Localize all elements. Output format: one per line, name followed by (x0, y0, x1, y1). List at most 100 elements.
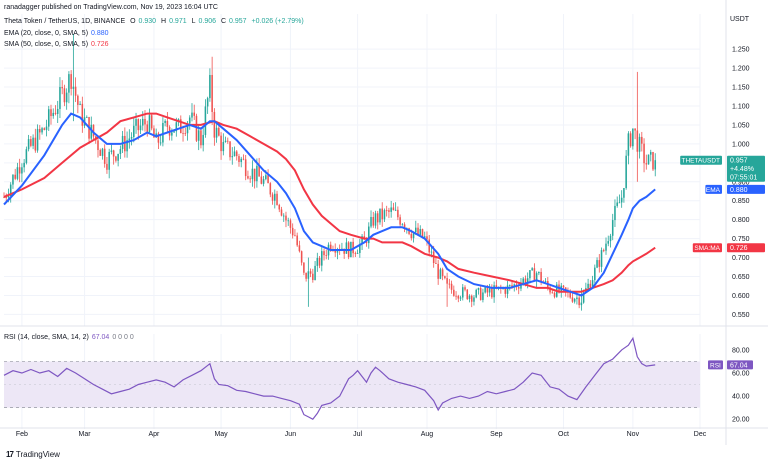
candle-body (582, 292, 585, 303)
candle-body (448, 283, 451, 285)
candle-body (141, 118, 144, 126)
candle-body (602, 250, 605, 251)
candle-body (484, 287, 486, 293)
candle-body (441, 269, 444, 277)
candle-body (262, 179, 265, 184)
candle-body (616, 202, 618, 206)
ema-tag-value-bg (727, 184, 765, 194)
candle-body (86, 117, 88, 118)
candle-body (253, 168, 256, 182)
candle-body (267, 175, 269, 184)
candle-body (551, 292, 554, 294)
candle-body (513, 284, 516, 287)
ema-tag-value: 0.880 (730, 187, 748, 194)
candle-body (202, 134, 204, 146)
candle-body (578, 297, 580, 306)
candle-body (211, 74, 213, 112)
candle-body (533, 268, 536, 282)
candle-body (137, 119, 140, 131)
candle-body (410, 233, 413, 239)
candle-body (464, 287, 466, 290)
candle-body (5, 197, 8, 198)
candle-body (430, 251, 433, 253)
candle-body (175, 122, 178, 132)
rsi-tag-value-bg (727, 360, 753, 370)
time-tick-label: May (214, 431, 228, 438)
candle-body (280, 209, 283, 216)
price-tick-label: 1.250 (732, 47, 750, 54)
candle-body (571, 297, 574, 302)
candle-body (437, 263, 439, 279)
candle-body (428, 239, 430, 253)
candle-body (636, 130, 639, 152)
last-price-tag-value: 07:55:01 (730, 175, 757, 182)
last-price-tag-value: 0.957 (730, 158, 748, 165)
candle-body (403, 224, 406, 229)
moving-averages-layer (3, 112, 656, 297)
candle-body (562, 285, 565, 288)
sma-legend[interactable]: SMA (50, close, 0, SMA, 5) 0.726 (4, 40, 112, 49)
candle-body (144, 118, 146, 125)
time-axis[interactable]: Feb Mar Apr May Jun Jul Aug Sep Oct Nov Dec (16, 431, 707, 438)
candle-body (620, 197, 623, 203)
time-tick-label: Jun (285, 431, 296, 438)
candle-body (596, 260, 598, 268)
candle-body (383, 210, 386, 220)
candle-body (368, 226, 370, 244)
candle-body (482, 292, 484, 300)
candle-body (289, 220, 292, 228)
candle-body (522, 278, 524, 283)
sma-tag-value-bg (727, 243, 765, 253)
price-tick-label: 0.550 (732, 312, 750, 319)
candle-body (130, 137, 133, 139)
candle-body (605, 243, 607, 251)
candle-body (479, 288, 482, 300)
time-tick-label: Sep (490, 431, 503, 438)
candle-body (3, 196, 5, 198)
candle-body (394, 209, 397, 211)
price-tags: SMA:MA 0.726 EMA 0.880 THETAUSDT 0.957+4.48% 0… (680, 155, 765, 370)
candles-layer (3, 34, 657, 311)
candle-body (374, 213, 377, 226)
candle-body (162, 122, 164, 143)
candle-body (247, 176, 249, 179)
candle-body (79, 103, 81, 105)
candle-body (133, 125, 135, 138)
candle-body (312, 273, 314, 280)
rsi-tag-label-bg (708, 360, 723, 370)
candle-body (70, 74, 72, 89)
candle-body (549, 287, 551, 293)
candle-body (45, 126, 48, 130)
rsi-axis[interactable]: 80.00 60.00 40.00 20.00 (732, 347, 750, 423)
candle-body (334, 250, 336, 253)
tradingview-brand[interactable]: 17 TradingView (6, 450, 60, 459)
candle-body (47, 109, 50, 127)
candle-body (97, 140, 99, 151)
rsi-bound-lines (4, 361, 700, 409)
candle-body (171, 132, 173, 136)
candle-body (256, 165, 258, 182)
candle-body (540, 271, 542, 282)
price-tick-label: 0.650 (732, 274, 750, 281)
time-tick-label: Jul (353, 431, 362, 438)
candle-body (654, 160, 657, 170)
candle-body (477, 288, 480, 290)
candle-body (148, 115, 151, 132)
candle-body (314, 265, 316, 280)
candle-body (504, 288, 507, 294)
candle-body (52, 112, 55, 117)
candle-body (475, 289, 477, 298)
candle-body (569, 292, 571, 298)
candle-body (135, 119, 137, 126)
candle-body (285, 215, 287, 221)
symbol-legend[interactable]: Theta Token / TetherUS, 1D, BINANCE O 0.9… (4, 17, 307, 26)
candle-body (231, 156, 234, 158)
candle-body (643, 143, 645, 164)
price-axis[interactable]: 1.2501.2001.1501.1001.0501.0000.9500.900… (732, 47, 750, 319)
candle-body (117, 153, 119, 161)
candle-body (200, 130, 202, 146)
ema-legend[interactable]: EMA (20, close, 0, SMA, 5) 0.880 (4, 29, 112, 38)
candle-body (180, 119, 182, 134)
rsi-legend[interactable]: RSI (14, close, SMA, 14, 2) 67.04 0 0 0 0 (4, 333, 137, 342)
